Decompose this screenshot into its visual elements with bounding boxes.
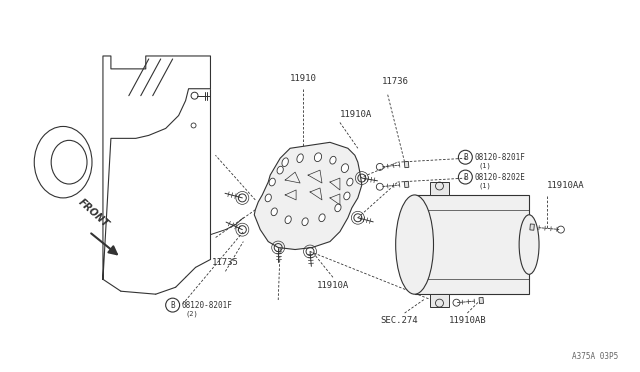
Text: B: B (463, 173, 468, 182)
Ellipse shape (271, 208, 277, 216)
Text: SEC.274: SEC.274 (381, 316, 419, 325)
Ellipse shape (396, 195, 433, 294)
Polygon shape (429, 294, 449, 307)
Ellipse shape (344, 192, 350, 200)
Text: 11910AB: 11910AB (449, 316, 486, 325)
Ellipse shape (302, 218, 308, 225)
Text: 11736: 11736 (381, 77, 408, 86)
Ellipse shape (35, 126, 92, 198)
Text: B: B (170, 301, 175, 310)
Text: 11910: 11910 (290, 74, 317, 83)
Text: (1): (1) (478, 183, 491, 189)
Text: 08120-8202E: 08120-8202E (474, 173, 525, 182)
Polygon shape (404, 181, 409, 187)
Text: 08120-8201F: 08120-8201F (474, 153, 525, 162)
Ellipse shape (319, 214, 325, 222)
Polygon shape (404, 161, 409, 168)
Text: (2): (2) (186, 311, 198, 317)
Text: 08120-8201F: 08120-8201F (182, 301, 232, 310)
Text: (1): (1) (478, 163, 491, 169)
Ellipse shape (285, 216, 291, 224)
Ellipse shape (282, 158, 289, 167)
Ellipse shape (269, 178, 275, 186)
Polygon shape (429, 182, 449, 195)
Ellipse shape (265, 194, 271, 202)
Ellipse shape (347, 178, 353, 186)
Text: 11910A: 11910A (317, 281, 349, 290)
Polygon shape (530, 224, 534, 230)
Ellipse shape (330, 156, 336, 164)
Polygon shape (479, 297, 483, 304)
Text: 11910AA: 11910AA (547, 181, 584, 190)
Ellipse shape (277, 166, 284, 174)
Ellipse shape (297, 154, 303, 163)
Ellipse shape (341, 164, 349, 173)
Text: 11735: 11735 (212, 259, 239, 267)
FancyBboxPatch shape (415, 195, 529, 294)
Ellipse shape (519, 215, 539, 274)
Ellipse shape (51, 140, 87, 184)
Text: A375A 03P5: A375A 03P5 (572, 352, 619, 361)
Polygon shape (254, 142, 362, 250)
Text: FRONT: FRONT (76, 198, 110, 230)
Text: 11910A: 11910A (340, 109, 372, 119)
Ellipse shape (314, 153, 322, 161)
Text: B: B (463, 153, 468, 162)
Ellipse shape (335, 204, 341, 212)
